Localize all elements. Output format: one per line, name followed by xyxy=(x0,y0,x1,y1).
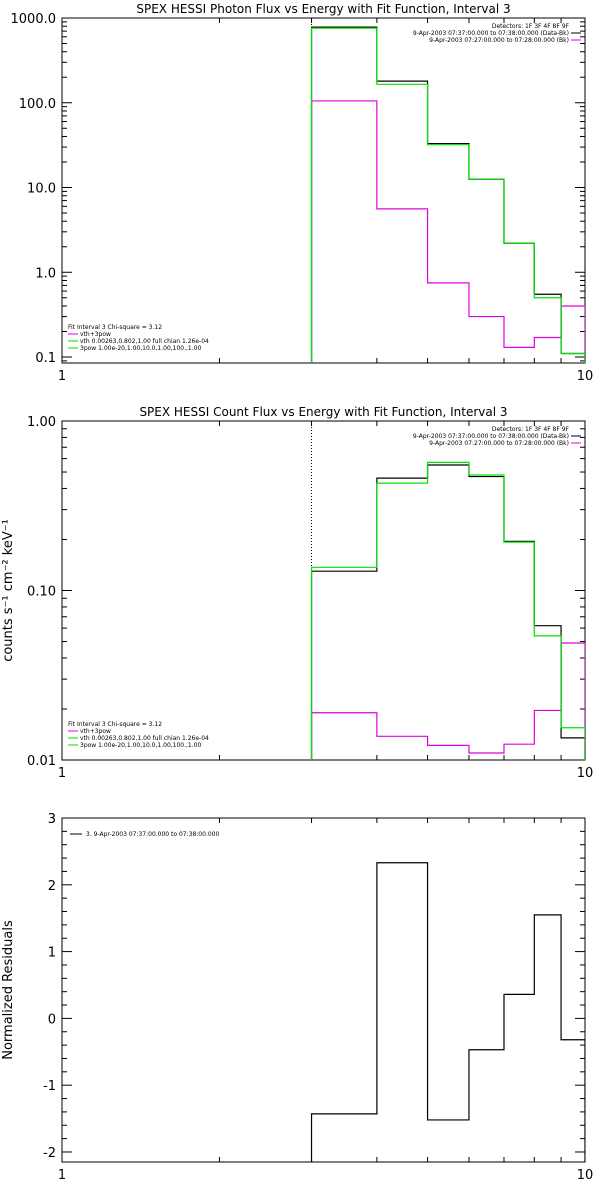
x-tick-label: 10 xyxy=(577,766,594,781)
legend-top-right-entry: Detectors: 1F 3F 4F 8F 9F xyxy=(492,426,570,433)
legend-bottom-left-entry: vth 0.00263,0.802,1.00 full chian 1.26e-… xyxy=(80,735,209,742)
legend-bottom-left-entry: Fit Interval 3 Chi-square = 3.12 xyxy=(68,324,162,331)
y-tick-label: 3 xyxy=(48,812,56,827)
legend-top-right-entry: Detectors: 1F 3F 4F 8F 9F xyxy=(492,23,570,30)
series-line-1 xyxy=(310,26,585,363)
x-tick-label: 1 xyxy=(58,369,66,384)
plot-frame xyxy=(61,17,586,364)
legend-top-right-entry: 9-Apr-2003 07:27:00.000 to 07:28:00.000 … xyxy=(429,440,569,447)
y-tick-label: 1000.0 xyxy=(11,12,57,27)
series-line-2 xyxy=(310,642,585,760)
legend-entry: 3. 9-Apr-2003 07:37:00.000 to 07:38:00.0… xyxy=(86,831,219,838)
series-line-1 xyxy=(310,464,585,760)
y-tick-label: 0 xyxy=(48,1012,56,1027)
y-tick-label: 1 xyxy=(48,946,56,961)
x-tick-label: 10 xyxy=(577,369,594,384)
x-tick-label: 10 xyxy=(577,1168,594,1183)
y-tick-label: 2 xyxy=(48,879,56,894)
legend-bottom-left-entry: vth+3pow xyxy=(80,331,111,338)
chart-title: SPEX HESSI Photon Flux vs Energy with Fi… xyxy=(136,2,510,16)
legend-top-right-entry: 9-Apr-2003 07:37:00.000 to 07:38:00.000 … xyxy=(413,30,569,37)
y-tick-label: 0.01 xyxy=(27,754,56,769)
y-axis-label: counts s⁻¹ cm⁻² keV⁻¹ xyxy=(1,519,16,662)
y-axis-label: Normalized Residuals xyxy=(1,920,16,1060)
plot-frame xyxy=(61,817,586,1163)
y-tick-label: 1.0 xyxy=(35,266,56,281)
chart-panel-3: Normalized Residuals 1 10 -2 -1 0 1 2 3 3. 9-Apr-… xyxy=(1,812,593,1183)
x-tick-label: 1 xyxy=(58,1168,66,1183)
series-line-1 xyxy=(310,862,585,1162)
legend-bottom-left-entry: vth+3pow xyxy=(80,728,111,735)
y-tick-label: 0.10 xyxy=(27,585,56,600)
legend-bottom-left-entry: vth 0.00263,0.802,1.00 full chian 1.26e-… xyxy=(80,338,209,345)
legend-bottom-left-entry: 3pow 1.00e-20,1.00,10.0,1.00,100.,1.00 xyxy=(80,345,201,352)
legend-top-right-entry: 9-Apr-2003 07:27:00.000 to 07:28:00.000 … xyxy=(429,37,569,44)
y-tick-label: -1 xyxy=(43,1079,56,1094)
chart-panel-1: SPEX HESSI Photon Flux vs Energy with Fi… xyxy=(11,2,594,384)
legend-bottom-left-entry: 3pow 1.00e-20,1.00,10.0,1.00,100.,1.00 xyxy=(80,742,201,749)
legend-top-right-entry: 9-Apr-2003 07:37:00.000 to 07:38:00.000 … xyxy=(413,433,569,440)
legend-bottom-left-entry: Fit Interval 3 Chi-square = 3.12 xyxy=(68,721,162,728)
series-line-2 xyxy=(310,100,585,363)
y-tick-label: 0.1 xyxy=(35,351,56,366)
chart-panel-2: SPEX HESSI Count Flux vs Energy with Fit… xyxy=(1,405,593,781)
y-tick-label: 1.00 xyxy=(27,415,56,430)
y-tick-label: 10.0 xyxy=(27,182,56,197)
y-tick-label: -2 xyxy=(43,1146,56,1161)
chart-title: SPEX HESSI Count Flux vs Energy with Fit… xyxy=(139,405,507,419)
plot-frame xyxy=(61,420,586,761)
series-line-3 xyxy=(310,27,585,363)
y-tick-label: 100.0 xyxy=(19,97,56,112)
x-tick-label: 1 xyxy=(58,766,66,781)
series-line-3 xyxy=(310,461,585,760)
